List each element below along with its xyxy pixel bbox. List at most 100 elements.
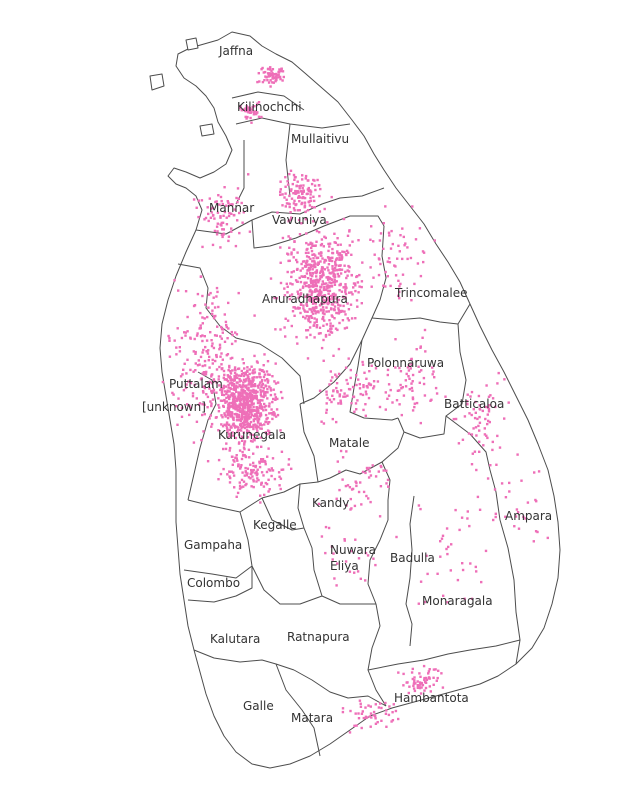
event-point [250,396,254,400]
event-point [219,246,222,249]
event-point [247,106,250,109]
event-point [232,384,236,387]
event-point [234,397,237,400]
event-point [242,453,245,457]
event-point [536,530,539,534]
event-point [353,410,356,413]
event-point [275,78,278,82]
event-point [321,317,324,321]
event-point [211,342,214,345]
event-point [370,225,373,228]
event-point [297,307,300,310]
event-point [321,257,324,260]
event-point [270,412,273,415]
event-point [207,381,210,384]
event-point [270,408,273,411]
event-point [494,515,497,519]
event-point [380,465,383,469]
event-point [456,578,460,582]
event-point [321,298,325,302]
event-point [225,323,228,327]
label-puttalam: Puttalam [169,377,223,391]
event-point [330,259,334,263]
event-point [306,357,310,360]
event-point [374,717,377,720]
event-point [430,398,433,401]
event-point [211,398,215,401]
event-point [243,440,247,443]
event-point [252,461,255,465]
event-point [246,401,249,404]
event-point [466,403,469,406]
event-point [295,184,298,188]
event-point [304,251,308,255]
event-point [389,388,392,392]
event-point [300,222,303,225]
event-point [384,270,387,274]
event-point [329,308,333,311]
event-point [335,280,338,283]
event-point [203,413,206,416]
event-point [253,105,256,108]
event-point [315,240,318,243]
event-point [441,686,445,689]
event-point [298,276,301,280]
event-point [243,379,247,382]
event-point [324,236,327,240]
event-point [318,326,322,329]
event-point [413,679,416,682]
event-point [266,388,269,391]
event-point [210,391,214,394]
event-point [223,186,226,189]
label-polonnaruwa: Polonnaruwa [367,356,444,370]
event-point [298,185,301,188]
event-point [466,510,469,513]
event-point [219,216,222,219]
event-point [402,394,406,397]
event-point [261,382,265,386]
event-point [309,190,313,193]
event-point [293,209,296,212]
event-point [323,302,326,305]
event-point [386,478,390,482]
event-point [258,80,261,83]
event-point [311,265,315,268]
event-point [339,253,342,256]
event-point [409,256,413,260]
event-point [257,411,260,415]
event-point [229,379,232,382]
event-point [406,246,409,249]
event-point [264,394,267,397]
event-point [354,402,358,405]
event-point [228,364,231,368]
event-point [251,105,254,109]
event-point [401,386,404,389]
event-point [355,724,358,727]
event-point [318,279,321,282]
event-point [386,260,389,263]
event-point [266,360,270,363]
event-point [238,407,242,410]
event-point [257,418,261,421]
event-point [329,379,333,382]
event-point [309,257,312,261]
event-point [235,196,238,200]
event-point [413,402,416,405]
event-point [238,429,241,432]
event-point [338,289,341,292]
event-point [285,198,288,201]
event-point [398,403,401,406]
event-point [233,460,236,463]
event-point [279,190,282,194]
event-point [487,419,490,423]
event-point [221,221,225,224]
event-point [274,415,278,418]
event-point [303,281,306,285]
event-point [246,472,249,475]
event-point [262,370,266,373]
event-point [296,260,299,264]
event-point [267,490,270,493]
event-point [249,116,252,120]
event-point [272,388,275,391]
event-point [210,404,213,408]
